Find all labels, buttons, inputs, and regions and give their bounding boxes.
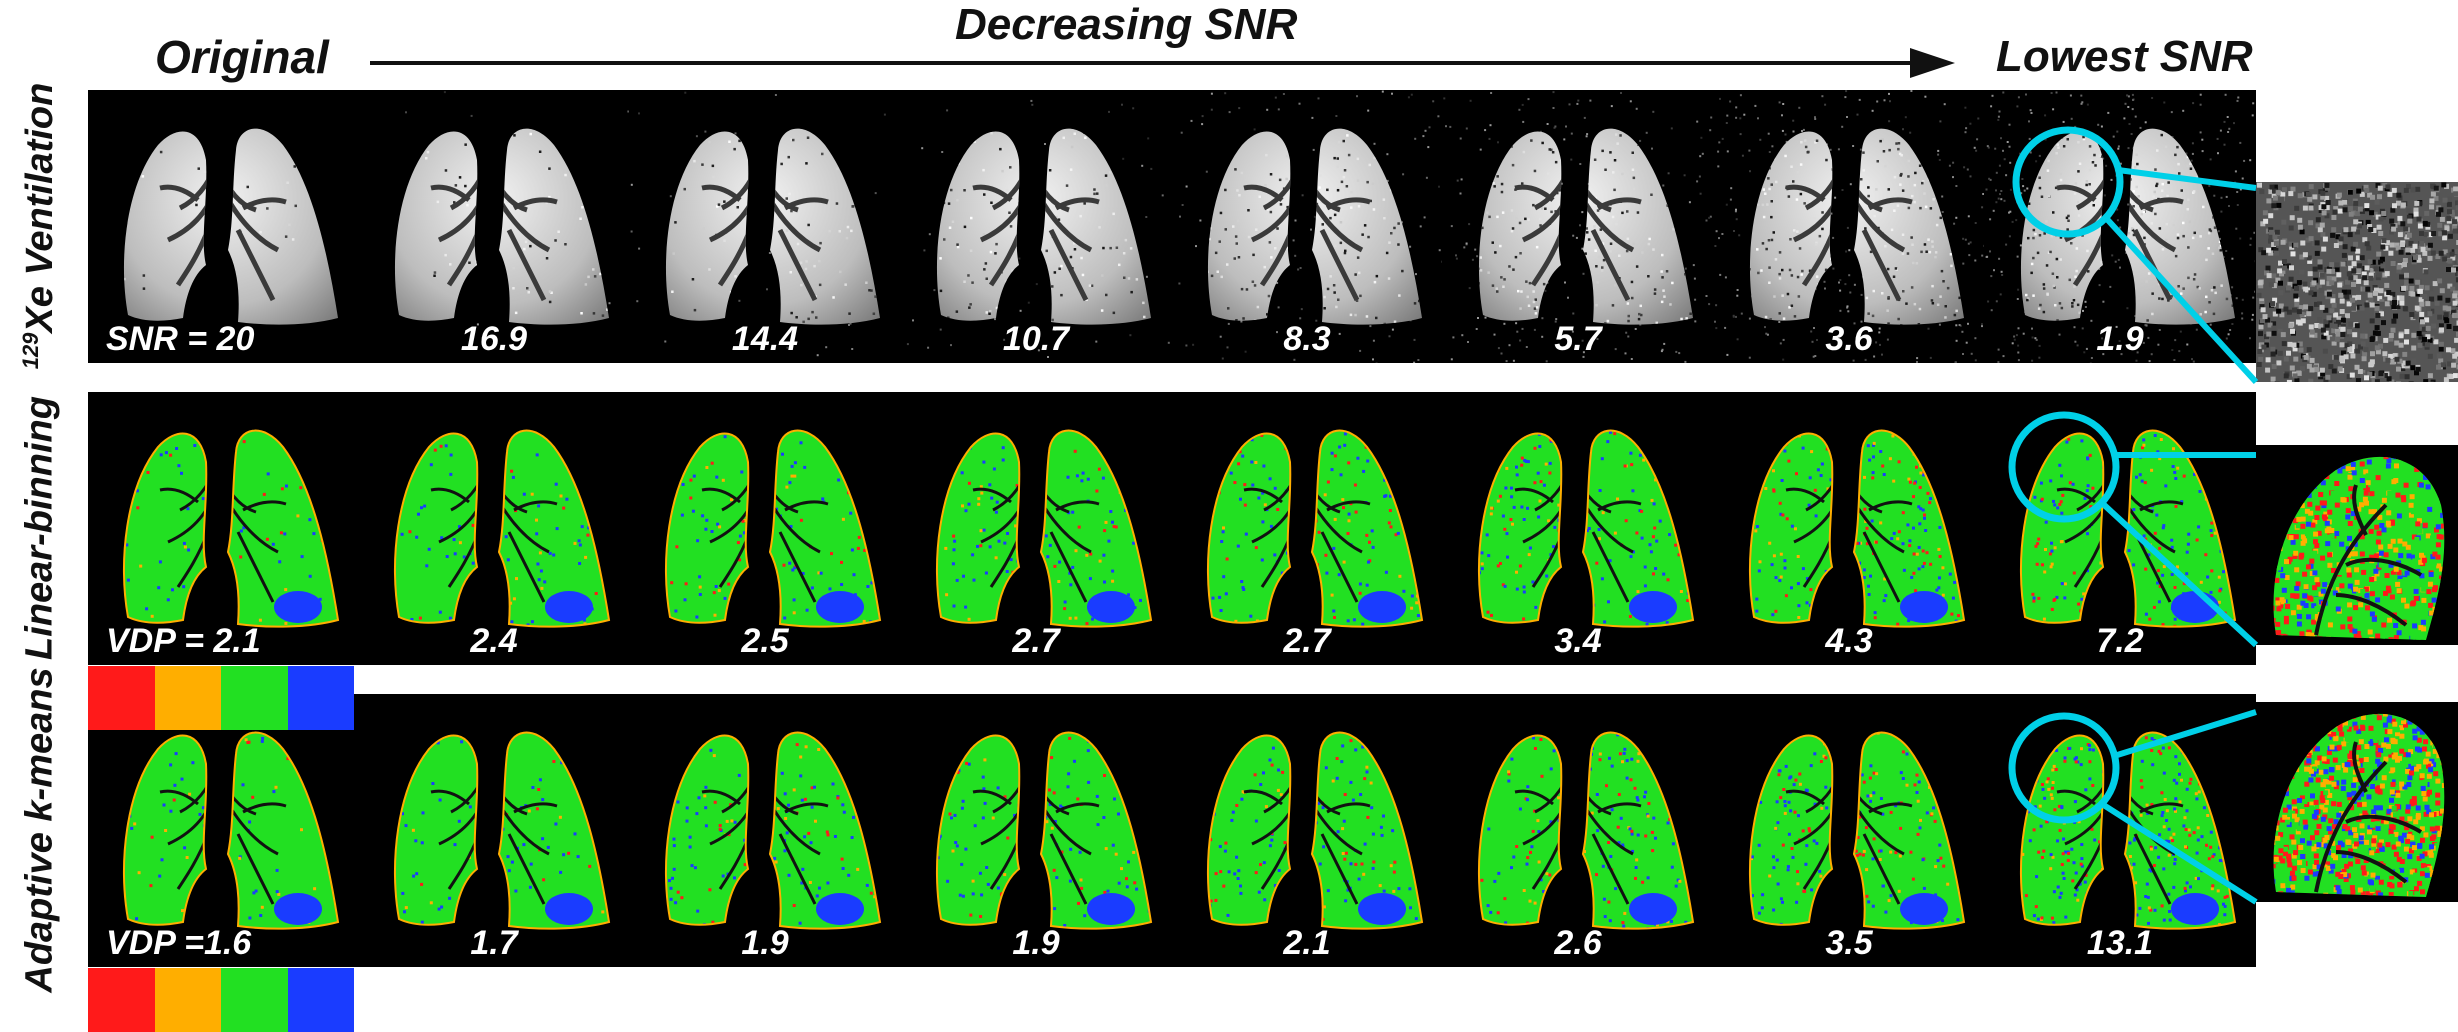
ventilation-image xyxy=(1178,90,1442,363)
snr-value-label: 14.4 xyxy=(731,320,799,358)
ventilation-defect-map xyxy=(1477,731,1695,930)
snr-value-label: SNR = 20 xyxy=(106,320,255,358)
image-panel: 1.7 xyxy=(359,694,629,967)
snr-value-label: 8.3 xyxy=(1283,320,1331,358)
ventilation-image xyxy=(630,91,886,357)
vdp-value-label: 1.9 xyxy=(1012,924,1060,962)
zoom-detail-image xyxy=(2256,182,2458,382)
snr-value-label: 3.6 xyxy=(1825,320,1873,358)
vdp-value-label: 1.9 xyxy=(741,924,789,962)
vdp-value-label: 2.7 xyxy=(1012,622,1060,660)
ventilation-defect-map xyxy=(122,731,340,930)
header-original: Original xyxy=(155,31,329,83)
snr-value-label: 10.7 xyxy=(1002,320,1070,358)
image-panel: 3.4 xyxy=(1443,392,1713,665)
ventilation-defect-map xyxy=(393,429,611,628)
image-panel: 10.7 xyxy=(901,90,1171,363)
colorbar-swatch xyxy=(154,968,221,1032)
image-panel: 1.9 xyxy=(901,694,1171,967)
image-panel: 16.9 xyxy=(359,90,629,363)
vdp-value-label: 2.7 xyxy=(1283,622,1331,660)
image-panel: 8.3 xyxy=(1172,90,1442,363)
colorbar-swatch xyxy=(154,666,221,730)
ventilation-defect-map xyxy=(1748,429,1966,628)
ventilation-defect-map xyxy=(1748,731,1966,930)
image-panel: 14.4 xyxy=(630,90,900,363)
ventilation-image xyxy=(123,128,338,325)
image-panel: 5.7 xyxy=(1443,90,1713,363)
ventilation-image xyxy=(1714,90,1984,363)
zoom-inset-ventilation xyxy=(2256,182,2458,382)
row-label-ventilation: 129Xe Ventilation xyxy=(18,83,62,370)
image-panel: 2.5 xyxy=(630,392,900,665)
vdp-value-label: 3.5 xyxy=(1825,924,1873,962)
image-panel: 1.9 xyxy=(630,694,900,967)
vdp-value-label: VDP = 2.1 xyxy=(106,622,261,660)
vdp-value-label: 2.1 xyxy=(1283,924,1331,962)
image-panel: 2.7 xyxy=(1172,392,1442,665)
ventilation-defect-map xyxy=(664,429,882,628)
image-panel: VDP =1.6 xyxy=(88,694,358,967)
colorbar-linear-binning xyxy=(88,666,354,730)
header-lowest-snr: Lowest SNR xyxy=(1996,32,2253,81)
ventilation-image xyxy=(1443,91,1713,363)
zoom-detail-image xyxy=(2273,456,2445,641)
colorbar-swatch xyxy=(287,666,354,730)
colorbar-swatch xyxy=(88,968,155,1032)
row-label-text: Xe Ventilation xyxy=(18,82,61,333)
vdp-value-label: 1.7 xyxy=(470,924,518,962)
vdp-value-label: VDP =1.6 xyxy=(106,924,252,962)
image-panel: 2.7 xyxy=(901,392,1171,665)
image-panel: 13.1 xyxy=(1985,694,2255,967)
ventilation-image xyxy=(906,99,1170,358)
colorbar-swatch xyxy=(287,968,354,1032)
ventilation-band: SNR = 20 16.9 14.4 10.7 8.3 5.7 3.6 1.9 xyxy=(88,90,2256,363)
vdp-value-label: 2.4 xyxy=(470,622,518,660)
zoom-detail-image xyxy=(2273,713,2445,898)
zoom-inset-linear-binning xyxy=(2256,445,2458,645)
row-label-superscript: 129 xyxy=(18,332,44,370)
linear-binning-band: VDP = 2.1 2.4 2.5 2.7 2.7 3.4 4.3 7.2 xyxy=(88,392,2256,665)
image-panel: 4.3 xyxy=(1714,392,1984,665)
ventilation-defect-map xyxy=(393,731,611,930)
vdp-value-label: 13.1 xyxy=(2086,924,2154,962)
image-panel: VDP = 2.1 xyxy=(88,392,358,665)
ventilation-defect-map xyxy=(935,429,1153,628)
vdp-value-label: 2.6 xyxy=(1554,924,1602,962)
ventilation-defect-map xyxy=(1206,429,1424,628)
adaptive-kmeans-band: VDP =1.6 1.7 1.9 1.9 2.1 2.6 3.5 13.1 xyxy=(88,694,2256,967)
image-panel: 3.6 xyxy=(1714,90,1984,363)
image-panel: 7.2 xyxy=(1985,392,2255,665)
colorbar-swatch xyxy=(88,666,155,730)
image-panel: 1.9 xyxy=(1985,90,2255,363)
colorbar-swatch xyxy=(221,666,288,730)
ventilation-defect-map xyxy=(1206,731,1424,930)
colorbar-adaptive-kmeans xyxy=(88,968,354,1032)
snr-value-label: 16.9 xyxy=(460,320,528,358)
vdp-value-label: 3.4 xyxy=(1554,622,1602,660)
image-panel: 2.6 xyxy=(1443,694,1713,967)
snr-value-label: 5.7 xyxy=(1554,320,1602,358)
colorbar-swatch xyxy=(221,968,288,1032)
ventilation-defect-map xyxy=(935,731,1153,930)
ventilation-defect-map xyxy=(1477,429,1695,628)
zoom-inset-adaptive-kmeans xyxy=(2256,702,2458,902)
ventilation-defect-map xyxy=(122,429,340,628)
vdp-value-label: 4.3 xyxy=(1825,622,1873,660)
ventilation-image xyxy=(394,91,629,326)
image-panel: 2.4 xyxy=(359,392,629,665)
row-label-adaptive-kmeans: Adaptive k-means xyxy=(18,667,61,993)
image-panel: SNR = 20 xyxy=(88,90,358,363)
header-decreasing-snr: Decreasing SNR xyxy=(955,0,1298,49)
vdp-value-label: 2.5 xyxy=(741,622,789,660)
image-panel: 2.1 xyxy=(1172,694,1442,967)
image-panel: 3.5 xyxy=(1714,694,1984,967)
snr-value-label: 1.9 xyxy=(2096,320,2144,358)
ventilation-defect-map xyxy=(664,731,882,930)
vdp-value-label: 7.2 xyxy=(2096,622,2144,660)
row-label-linear-binning: Linear-binning xyxy=(18,396,61,660)
